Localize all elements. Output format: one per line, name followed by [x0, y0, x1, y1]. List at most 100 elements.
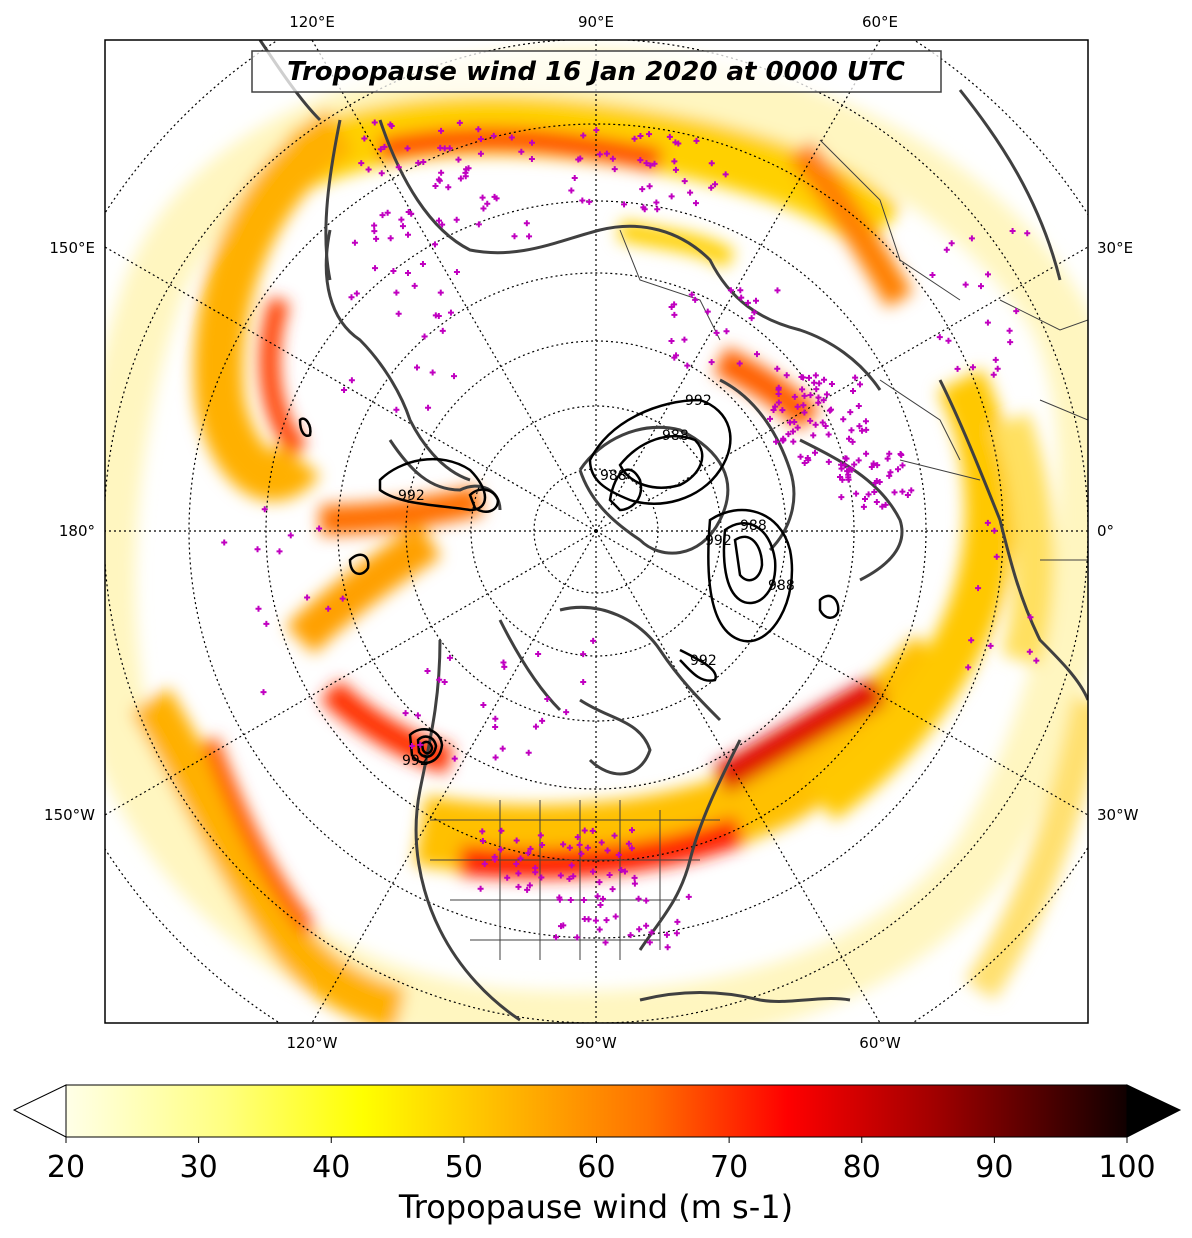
- station-marker: [395, 310, 402, 317]
- station-marker: [414, 712, 421, 719]
- station-marker: [532, 869, 539, 876]
- lon-label-left: 180°: [59, 522, 95, 540]
- station-marker: [592, 917, 599, 924]
- contour-label: 992: [402, 753, 429, 769]
- station-marker: [779, 407, 786, 414]
- colorbar-tick-label: 50: [445, 1150, 483, 1185]
- station-marker: [823, 391, 830, 398]
- station-marker: [575, 156, 582, 163]
- station-marker: [596, 151, 603, 158]
- station-marker: [405, 208, 412, 215]
- station-marker: [899, 488, 906, 495]
- station-marker: [358, 160, 365, 167]
- station-marker: [894, 466, 901, 473]
- station-marker: [825, 431, 832, 438]
- station-marker: [1027, 614, 1034, 621]
- station-marker: [643, 897, 650, 904]
- station-marker: [566, 844, 573, 851]
- station-marker: [475, 126, 482, 133]
- station-marker: [794, 424, 801, 431]
- contour-label: 992: [705, 533, 732, 549]
- station-marker: [504, 874, 511, 881]
- station-marker: [780, 435, 787, 442]
- station-marker: [681, 336, 688, 343]
- station-marker: [851, 461, 858, 468]
- station-marker: [492, 724, 499, 731]
- station-marker: [589, 827, 596, 834]
- station-marker: [1009, 227, 1016, 234]
- station-marker: [484, 200, 491, 207]
- station-marker: [579, 197, 586, 204]
- station-marker: [886, 450, 893, 457]
- station-marker: [539, 717, 546, 724]
- station-marker: [873, 498, 880, 505]
- contour-labels: 992 988 992 988 988 992 992 988 992: [398, 393, 795, 769]
- station-marker: [753, 351, 760, 358]
- station-marker: [612, 913, 619, 920]
- station-markers: [221, 119, 1040, 951]
- station-marker: [574, 834, 581, 841]
- station-marker: [751, 309, 758, 316]
- station-marker: [556, 894, 563, 901]
- station-marker: [856, 423, 863, 430]
- station-marker: [1026, 648, 1033, 655]
- station-marker: [421, 333, 428, 340]
- station-marker: [631, 135, 638, 142]
- station-marker: [599, 895, 606, 902]
- station-marker: [498, 827, 505, 834]
- station-marker: [511, 233, 518, 240]
- station-marker: [884, 455, 891, 462]
- station-marker: [666, 133, 673, 140]
- station-marker: [525, 850, 532, 857]
- station-marker: [525, 749, 532, 756]
- station-marker: [438, 127, 445, 134]
- station-marker: [451, 373, 458, 380]
- station-marker: [604, 847, 611, 854]
- station-marker: [774, 365, 781, 372]
- station-marker: [948, 240, 955, 247]
- station-marker: [992, 356, 999, 363]
- station-marker: [791, 418, 798, 425]
- station-marker: [1033, 657, 1040, 664]
- station-marker: [603, 917, 610, 924]
- station-marker: [772, 403, 779, 410]
- station-marker: [708, 184, 715, 191]
- station-marker: [384, 209, 391, 216]
- station-marker: [316, 525, 323, 532]
- colorbar-ticks: 20 30 40 50 60 70 80 90 100: [47, 1137, 1156, 1185]
- station-marker: [872, 479, 879, 486]
- station-marker: [348, 294, 355, 301]
- station-marker: [868, 464, 875, 471]
- station-marker: [529, 139, 536, 146]
- station-marker: [490, 132, 497, 139]
- station-marker: [393, 406, 400, 413]
- station-marker: [515, 883, 522, 890]
- station-marker: [736, 360, 743, 367]
- station-marker: [432, 183, 439, 190]
- station-marker: [646, 183, 653, 190]
- station-marker: [402, 710, 409, 717]
- station-marker: [693, 137, 700, 144]
- station-marker: [411, 282, 418, 289]
- station-marker: [723, 328, 730, 335]
- station-marker: [727, 287, 734, 294]
- colorbar-tick-label: 30: [180, 1150, 218, 1185]
- station-marker: [596, 926, 603, 933]
- station-marker: [813, 386, 820, 393]
- station-marker: [783, 372, 790, 379]
- station-marker: [852, 374, 859, 381]
- station-marker: [647, 162, 654, 169]
- station-marker: [855, 457, 862, 464]
- station-marker: [908, 487, 915, 494]
- station-marker: [393, 289, 400, 296]
- map-title: Tropopause wind 16 Jan 2020 at 0000 UTC: [287, 57, 905, 87]
- station-marker: [807, 417, 814, 424]
- station-marker: [424, 667, 431, 674]
- lon-label-bottom: 90°W: [575, 1034, 617, 1052]
- colorbar: 20 30 40 50 60 70 80 90 100 Tropopause wind (m s…: [12, 1084, 1182, 1226]
- station-marker: [797, 453, 804, 460]
- station-marker: [611, 832, 618, 839]
- station-marker: [581, 915, 588, 922]
- station-marker: [404, 145, 411, 152]
- station-marker: [810, 432, 817, 439]
